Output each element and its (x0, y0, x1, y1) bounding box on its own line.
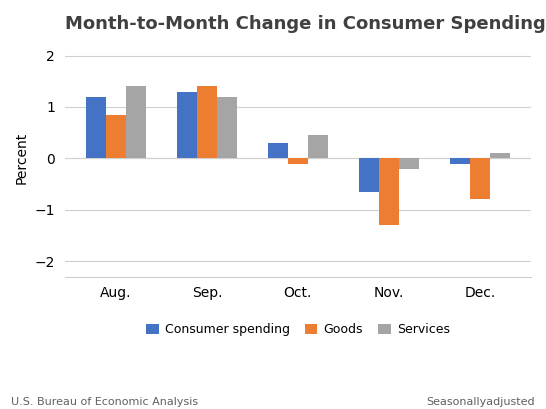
Bar (399, 158, 419, 169)
Text: Month-to-Month Change in Consumer Spending: Month-to-Month Change in Consumer Spendi… (65, 15, 545, 33)
Bar (470, 158, 490, 200)
Bar (288, 158, 308, 164)
Text: U.S. Bureau of Economic Analysis: U.S. Bureau of Economic Analysis (11, 397, 198, 407)
Bar (177, 92, 197, 158)
Bar (217, 97, 237, 158)
Text: Seasonallyadjusted: Seasonallyadjusted (426, 397, 535, 407)
Legend: Consumer spending, Goods, Services: Consumer spending, Goods, Services (141, 318, 455, 342)
Bar (86, 97, 106, 158)
Bar (359, 158, 379, 192)
Bar (450, 158, 470, 164)
Bar (379, 158, 399, 225)
Y-axis label: Percent: Percent (15, 132, 29, 184)
Bar (490, 153, 510, 158)
Bar (268, 143, 288, 158)
Bar (197, 86, 217, 158)
Bar (126, 86, 146, 158)
Bar (308, 135, 328, 158)
Bar (106, 115, 126, 158)
